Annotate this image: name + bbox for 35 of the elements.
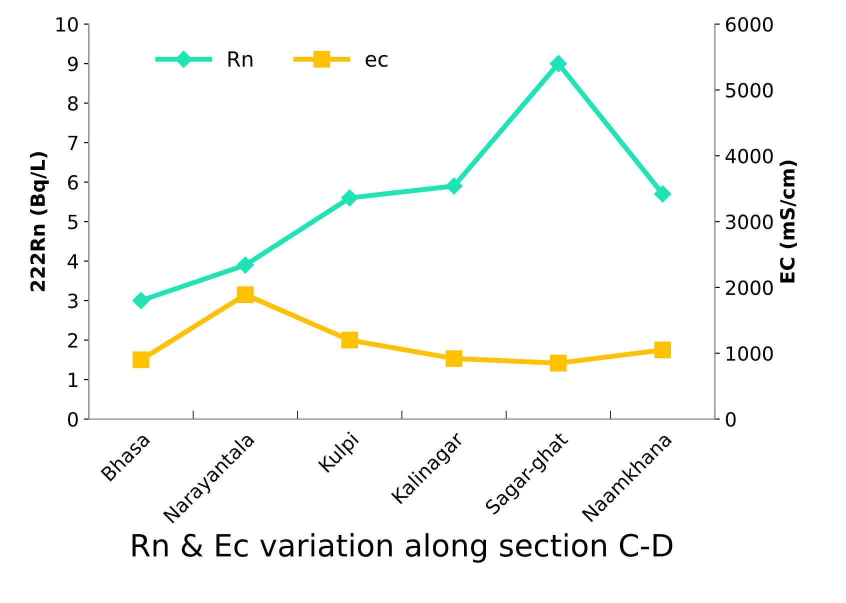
y2-tick-label: 0: [726, 412, 736, 427]
y-axis-title: 222Rn (Bq/L): [30, 152, 49, 292]
y-tick-label: 1: [68, 372, 78, 387]
point: [341, 189, 358, 206]
point: [446, 350, 462, 367]
point: [236, 256, 254, 274]
point: [445, 178, 463, 195]
y-tick-label: 5: [68, 214, 78, 230]
y-tick-label: 3: [68, 294, 78, 308]
y-tick-label: 6: [68, 175, 78, 190]
point: [132, 292, 150, 310]
point: [654, 185, 672, 203]
y-tick-label: 7: [68, 136, 78, 150]
point: [550, 55, 567, 72]
y2-axis-title: EC (mS/cm): [780, 160, 797, 282]
point: [132, 352, 150, 368]
y2-tick-label: 2000: [726, 280, 773, 296]
y2-tick-label: 4000: [726, 148, 773, 164]
y2-tick-label: 6000: [726, 17, 773, 32]
y-tick-label: 2: [68, 333, 78, 348]
y-tick-label: 4: [68, 254, 78, 268]
y-tick-label: 9: [68, 56, 78, 72]
point: [237, 286, 254, 304]
y-tick-label: 10: [56, 17, 78, 32]
point: [550, 354, 567, 372]
point: [341, 332, 358, 348]
y-tick-label: 8: [68, 96, 78, 111]
y2-tick-label: 5000: [726, 82, 773, 98]
legend-label: Rn: [228, 51, 252, 67]
y2-tick-label: 1000: [726, 346, 773, 361]
legend-label: ec: [366, 54, 388, 67]
y2-tick-label: 3000: [726, 214, 773, 230]
y-tick-label: 0: [68, 412, 78, 427]
point: [654, 342, 672, 358]
x-axis-title: Rn & Ec variation along section C-D: [132, 533, 672, 563]
